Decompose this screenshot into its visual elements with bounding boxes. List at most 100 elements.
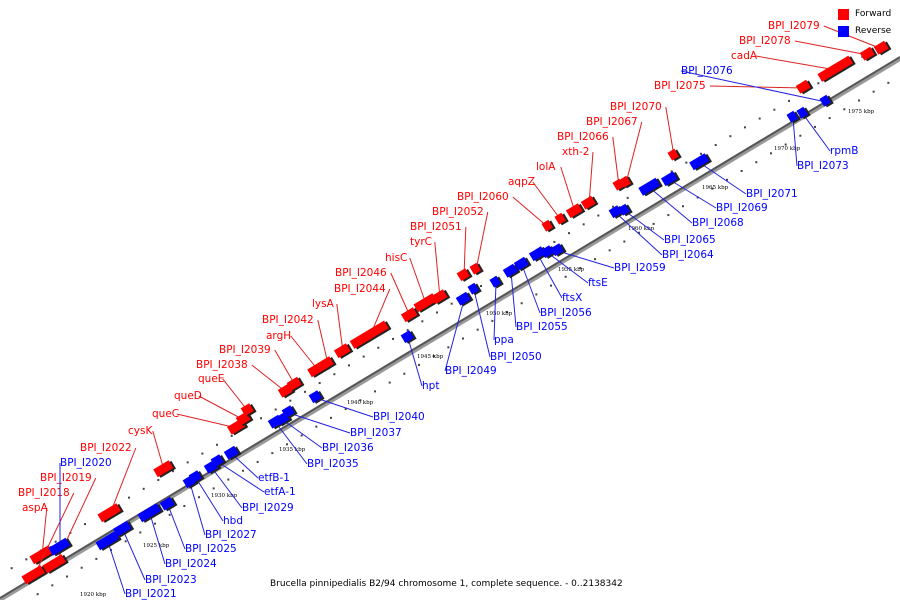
gene-block-body[interactable]	[456, 268, 470, 282]
gene-hbd[interactable]: hbd	[188, 469, 243, 527]
gene-block[interactable]	[667, 148, 682, 163]
gene-queC[interactable]: queC	[152, 408, 249, 436]
gene-block[interactable]	[786, 110, 801, 125]
gene-aspA[interactable]: aspA	[22, 502, 56, 566]
gene-block-body[interactable]	[320, 356, 334, 370]
gene-BPI_I2076[interactable]: BPI_I2076	[680, 65, 834, 109]
gene-block-body[interactable]	[42, 554, 66, 574]
gene-BPI_I2018[interactable]: BPI_I2018	[18, 487, 75, 586]
gene-BPI_I2023[interactable]: BPI_I2023	[113, 520, 197, 586]
gene-BPI_I2071[interactable]: BPI_I2071	[689, 152, 798, 200]
gene-block-body[interactable]	[21, 565, 45, 585]
gene-block[interactable]	[565, 202, 586, 220]
gene-tyrC[interactable]: tyrC	[410, 236, 451, 306]
gene-block-body[interactable]	[97, 503, 121, 523]
gene-block[interactable]	[188, 469, 205, 485]
gene-block[interactable]	[638, 177, 663, 198]
gene-ppa[interactable]: ppa	[489, 275, 514, 346]
gene-block-body[interactable]	[819, 94, 831, 107]
gene-block-body[interactable]	[400, 330, 414, 344]
gene-block-body[interactable]	[467, 282, 479, 295]
gene-block-body[interactable]	[796, 106, 808, 119]
gene-block[interactable]	[333, 342, 354, 360]
gene-block[interactable]	[223, 445, 242, 462]
gene-BPI_I2060[interactable]: BPI_I2060	[457, 191, 556, 233]
gene-block-body[interactable]	[660, 171, 678, 187]
gene-block[interactable]	[489, 275, 504, 290]
gene-block-body[interactable]	[235, 411, 251, 426]
gene-block-body[interactable]	[554, 212, 566, 225]
gene-BPI_I2056[interactable]: BPI_I2056	[513, 256, 592, 319]
gene-block[interactable]	[400, 329, 417, 345]
gene-block-body[interactable]	[795, 79, 811, 94]
gene-BPI_I2068[interactable]: BPI_I2068	[638, 177, 744, 229]
gene-block[interactable]	[137, 502, 164, 524]
gene-block[interactable]	[859, 46, 878, 63]
gene-cysK[interactable]: cysK	[128, 425, 177, 479]
gene-block[interactable]	[430, 288, 451, 306]
gene-BPI_I2066[interactable]: BPI_I2066	[557, 131, 627, 192]
gene-block-body[interactable]	[550, 243, 564, 257]
gene-block[interactable]	[873, 40, 892, 57]
gene-block-body[interactable]	[580, 195, 596, 210]
gene-block-body[interactable]	[619, 175, 631, 188]
gene-BPI_I2075[interactable]: BPI_I2075	[654, 79, 814, 96]
gene-xth-2[interactable]: xth-2	[562, 146, 599, 212]
gene-BPI_I2019[interactable]: BPI_I2019	[40, 472, 97, 575]
gene-etfA-1[interactable]: etfA-1	[210, 453, 296, 498]
gene-block[interactable]	[235, 411, 254, 428]
gene-block-body[interactable]	[281, 405, 295, 419]
gene-argH[interactable]: argH	[266, 330, 331, 379]
gene-block[interactable]	[308, 389, 325, 405]
gene-aqpZ[interactable]: aqpZ	[508, 176, 569, 226]
gene-block[interactable]	[153, 459, 177, 479]
gene-BPI_I2025[interactable]: BPI_I2025	[159, 496, 237, 555]
gene-BPI_I2059[interactable]: BPI_I2059	[550, 242, 666, 274]
gene-block-body[interactable]	[188, 470, 202, 484]
gene-block-body[interactable]	[565, 203, 583, 219]
gene-block-body[interactable]	[541, 219, 553, 232]
gene-block-body[interactable]	[689, 153, 710, 171]
gene-block-body[interactable]	[413, 293, 437, 313]
gene-block-body[interactable]	[113, 520, 132, 537]
gene-block-body[interactable]	[469, 262, 481, 275]
gene-block[interactable]	[795, 79, 814, 96]
gene-block-body[interactable]	[667, 148, 679, 161]
gene-BPI_I2070[interactable]: BPI_I2070	[610, 101, 682, 162]
gene-block-body[interactable]	[277, 383, 293, 398]
gene-block[interactable]	[320, 355, 337, 371]
gene-block[interactable]	[660, 170, 681, 188]
gene-block-body[interactable]	[638, 177, 661, 196]
gene-BPI_I2037[interactable]: BPI_I2037	[281, 404, 402, 439]
gene-block[interactable]	[48, 537, 73, 558]
gene-BPI_I2022[interactable]: BPI_I2022	[80, 442, 137, 524]
gene-BPI_I2078[interactable]: BPI_I2078	[739, 35, 878, 63]
gene-BPI_I2065[interactable]: BPI_I2065	[618, 203, 716, 246]
gene-BPI_I2049[interactable]: BPI_I2049	[444, 291, 497, 377]
gene-block[interactable]	[400, 306, 421, 324]
gene-block-body[interactable]	[210, 454, 224, 468]
gene-block-body[interactable]	[540, 245, 554, 259]
gene-block-body[interactable]	[308, 390, 322, 404]
gene-BPI_I2055[interactable]: BPI_I2055	[502, 263, 568, 333]
gene-block-body[interactable]	[455, 291, 471, 306]
gene-block-body[interactable]	[489, 275, 501, 288]
gene-block[interactable]	[554, 212, 569, 227]
gene-block[interactable]	[21, 564, 48, 586]
gene-block[interactable]	[541, 219, 556, 234]
gene-queD[interactable]: queD	[174, 390, 254, 428]
gene-block[interactable]	[349, 320, 392, 351]
gene-block[interactable]	[689, 152, 713, 172]
gene-block-body[interactable]	[48, 537, 71, 556]
gene-block[interactable]	[550, 242, 567, 258]
gene-block[interactable]	[281, 404, 298, 420]
gene-block[interactable]	[819, 94, 834, 109]
gene-block[interactable]	[580, 195, 599, 212]
gene-block[interactable]	[455, 291, 474, 308]
gene-etfB-1[interactable]: etfB-1	[223, 445, 290, 484]
gene-block[interactable]	[467, 282, 482, 297]
gene-block[interactable]	[286, 376, 305, 393]
gene-block[interactable]	[97, 502, 124, 524]
gene-BPI_I2051[interactable]: BPI_I2051	[410, 221, 473, 283]
gene-block-body[interactable]	[400, 307, 418, 323]
